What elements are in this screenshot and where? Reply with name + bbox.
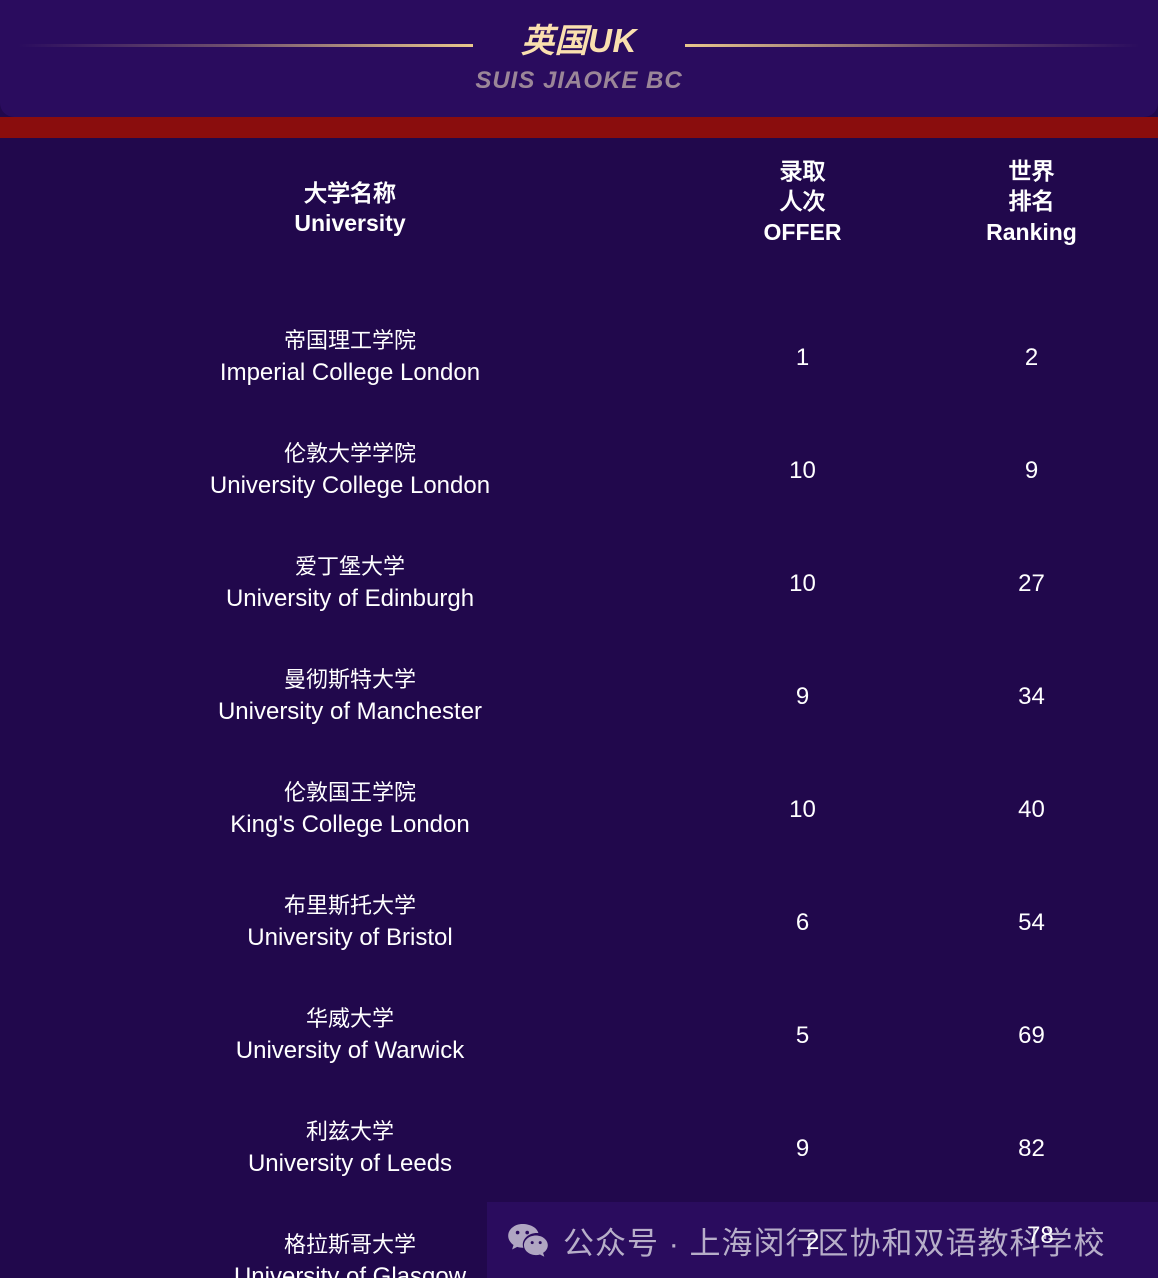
- university-name-en: University of Edinburgh: [225, 584, 475, 612]
- header-offer-cn2: 人次: [779, 188, 826, 215]
- university-name-cn: 帝国理工学院: [283, 327, 416, 353]
- header-ranking-en: Ranking: [986, 218, 1077, 245]
- university-name-en: University College London: [209, 471, 491, 499]
- table-row: 华威大学 University of Warwick 5 69: [0, 979, 1158, 1092]
- cell-offer: 10: [700, 796, 905, 824]
- cell-university: 爱丁堡大学 University of Edinburgh: [0, 552, 700, 615]
- cell-ranking: 2: [905, 344, 1158, 372]
- header-offer-cn1: 录取: [779, 158, 826, 184]
- table-header-row: 大学名称 University 录取 人次 OFFER 世界 排名 Rankin…: [0, 138, 1158, 301]
- header-title-group: 英国UK SUIS JIAOKE BC: [0, 0, 1158, 117]
- cell-ranking: 82: [905, 1135, 1158, 1163]
- university-name-en: Imperial College London: [219, 358, 481, 386]
- offer-count: 10: [789, 795, 816, 823]
- overlay-offer-glasgow: 2: [806, 1228, 820, 1255]
- table-row: 布里斯托大学 University of Bristol 6 54: [0, 866, 1158, 979]
- cell-university: 布里斯托大学 University of Bristol: [0, 891, 700, 954]
- page-subtitle: SUIS JIAOKE BC: [475, 67, 683, 95]
- world-ranking: 2: [1024, 343, 1039, 371]
- table-body: 帝国理工学院 Imperial College London 1 2 伦敦大学学院 Uni…: [0, 301, 1158, 1278]
- world-ranking: 54: [1018, 908, 1045, 936]
- cell-university: 华威大学 University of Warwick: [0, 1004, 700, 1067]
- university-name-cn: 利兹大学: [305, 1118, 394, 1144]
- cell-offer: 5: [700, 1022, 905, 1050]
- university-name-cn: 爱丁堡大学: [294, 553, 405, 579]
- university-name-cn: 伦敦大学学院: [283, 440, 416, 466]
- world-ranking: 40: [1018, 795, 1045, 823]
- page-title: 英国UK: [499, 22, 659, 60]
- header-university-cn: 大学名称: [304, 180, 396, 206]
- world-ranking: 9: [1024, 456, 1039, 484]
- offer-count: 9: [795, 1134, 810, 1162]
- cell-university: 曼彻斯特大学 University of Manchester: [0, 665, 700, 728]
- offer-count: 6: [795, 908, 810, 936]
- header-cell-offer: 录取 人次 OFFER: [700, 156, 905, 247]
- offer-count: 1: [795, 343, 810, 371]
- cell-ranking: 69: [905, 1022, 1158, 1050]
- world-ranking: 34: [1018, 682, 1045, 710]
- university-name-en: University of Glasgow: [233, 1262, 467, 1278]
- watermark-text: 公众号 · 上海闵行区协和双语教科学校: [563, 1225, 1106, 1261]
- university-table: 大学名称 University 录取 人次 OFFER 世界 排名 Rankin…: [0, 138, 1158, 1278]
- header-panel: 英国UK SUIS JIAOKE BC: [0, 0, 1158, 117]
- header-university-en: University: [294, 210, 406, 237]
- cell-ranking: 40: [905, 796, 1158, 824]
- header-offer-en: OFFER: [763, 218, 842, 245]
- cell-offer: 6: [700, 909, 905, 937]
- cell-university: 伦敦国王学院 King's College London: [0, 778, 700, 841]
- table-row: 伦敦国王学院 King's College London 10 40: [0, 753, 1158, 866]
- university-name-cn: 华威大学: [305, 1005, 394, 1031]
- offer-count: 5: [795, 1021, 810, 1049]
- offer-count: 10: [789, 456, 816, 484]
- header-ranking-cn1: 世界: [1008, 158, 1055, 184]
- offer-count: 9: [795, 682, 810, 710]
- university-name-cn: 布里斯托大学: [283, 892, 416, 918]
- world-ranking: 69: [1018, 1021, 1045, 1049]
- decorative-rule-right: [685, 44, 1140, 47]
- header-ranking-cn2: 排名: [1008, 188, 1055, 215]
- university-name-cn: 格拉斯哥大学: [283, 1231, 416, 1257]
- header-cell-university: 大学名称 University: [0, 156, 700, 239]
- table-row: 伦敦大学学院 University College London 10 9: [0, 414, 1158, 527]
- cell-university: 利兹大学 University of Leeds: [0, 1117, 700, 1180]
- university-name-cn: 伦敦国王学院: [283, 779, 416, 805]
- cell-offer: 9: [700, 683, 905, 711]
- university-name-en: King's College London: [230, 810, 470, 838]
- cell-offer: 10: [700, 570, 905, 598]
- cell-offer: 1: [700, 344, 905, 372]
- wechat-icon: [507, 1223, 549, 1257]
- world-ranking: 27: [1018, 569, 1045, 597]
- cell-ranking: 54: [905, 909, 1158, 937]
- decorative-rule-left: [18, 44, 473, 47]
- header-cell-ranking: 世界 排名 Ranking: [905, 156, 1158, 247]
- table-row: 爱丁堡大学 University of Edinburgh 10 27: [0, 527, 1158, 640]
- table-row: 帝国理工学院 Imperial College London 1 2: [0, 301, 1158, 414]
- cell-ranking: 34: [905, 683, 1158, 711]
- cell-ranking: 9: [905, 457, 1158, 485]
- university-name-en: University of Warwick: [235, 1036, 465, 1064]
- offer-count: 10: [789, 569, 816, 597]
- cell-offer: 10: [700, 457, 905, 485]
- world-ranking: 82: [1018, 1134, 1045, 1162]
- table-row: 利兹大学 University of Leeds 9 82: [0, 1092, 1158, 1205]
- wechat-watermark: 公众号 · 上海闵行区协和双语教科学校: [487, 1202, 1158, 1278]
- university-name-en: University of Leeds: [247, 1149, 453, 1177]
- cell-university: 帝国理工学院 Imperial College London: [0, 326, 700, 389]
- university-name-cn: 曼彻斯特大学: [283, 666, 416, 692]
- cell-university: 伦敦大学学院 University College London: [0, 439, 700, 502]
- university-name-en: University of Manchester: [217, 697, 483, 725]
- overlay-ranking-glasgow: 78: [1027, 1222, 1054, 1249]
- cell-offer: 9: [700, 1135, 905, 1163]
- cell-university: 格拉斯哥大学 University of Glasgow: [0, 1230, 700, 1278]
- red-divider-bar: [0, 117, 1158, 138]
- cell-ranking: 27: [905, 570, 1158, 598]
- university-name-en: University of Bristol: [247, 923, 453, 951]
- table-row: 曼彻斯特大学 University of Manchester 9 34: [0, 640, 1158, 753]
- table-row: 格拉斯哥大学 University of Glasgow 2 78: [0, 1205, 1158, 1278]
